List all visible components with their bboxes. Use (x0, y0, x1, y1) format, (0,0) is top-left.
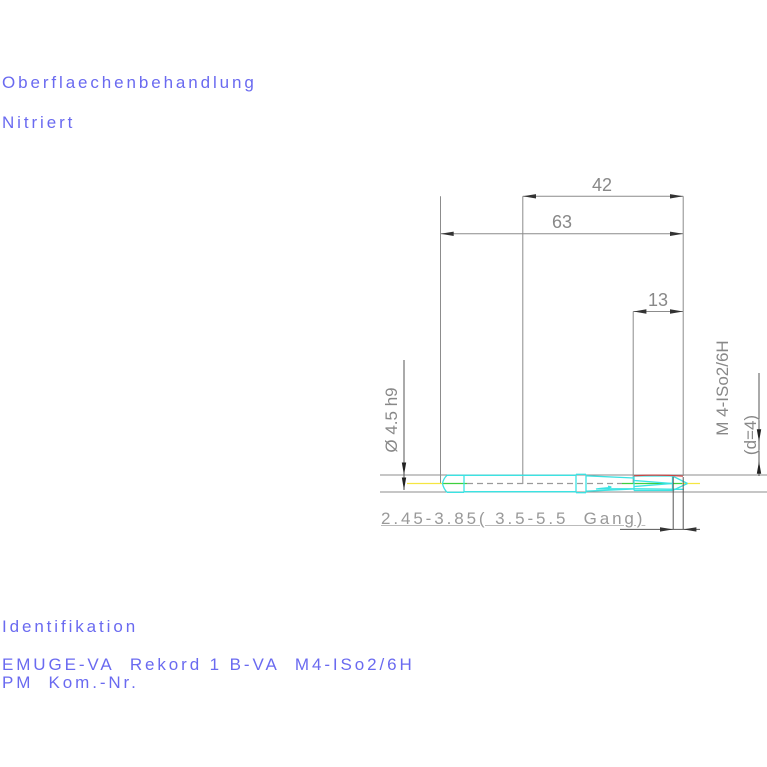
svg-text:63: 63 (552, 212, 572, 232)
svg-text:M 4-ISo2/6H: M 4-ISo2/6H (713, 340, 732, 435)
svg-text:Ø 4.5 h9: Ø 4.5 h9 (382, 387, 401, 452)
svg-text:42: 42 (592, 175, 612, 195)
svg-text:(d=4): (d=4) (741, 415, 760, 455)
svg-text:13: 13 (648, 290, 668, 310)
